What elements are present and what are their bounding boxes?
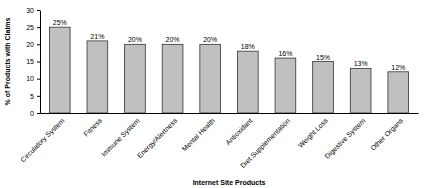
y-tick-label: 0 [30, 110, 34, 117]
x-tick: Fitness [82, 113, 103, 138]
x-tick-label: Fitness [82, 117, 103, 138]
y-tick-mark [37, 62, 40, 63]
x-axis: Circulatory System FitnessImmune SystemEn… [19, 113, 418, 170]
bar [87, 41, 108, 113]
y-tick-mark [37, 79, 40, 80]
x-tick: Antioxidant [224, 113, 253, 146]
bar [162, 44, 183, 113]
y-tick: 25 [26, 24, 40, 31]
x-tick-label: Other Organs [369, 117, 405, 153]
x-tick-label: Circulatory System [19, 117, 66, 164]
data-label: 25% [53, 19, 67, 26]
x-axis-line [41, 113, 419, 114]
y-axis-title: % of Products with Claims [4, 17, 11, 105]
x-tick-label: Digestive System [323, 117, 367, 161]
x-tick: Other Organs [369, 113, 405, 153]
data-label: 18% [241, 43, 255, 50]
plot: 0 5 10 15 20 25 30 Circulatory System FitnessImm… [19, 7, 418, 170]
y-tick-label: 25 [26, 24, 34, 31]
data-label: 13% [354, 60, 368, 67]
data-label: 21% [90, 33, 104, 40]
y-tick-mark [37, 27, 40, 28]
x-axis-title: Internet Site Products [193, 179, 266, 186]
y-tick: 15 [26, 58, 40, 65]
y-tick: 20 [26, 41, 40, 48]
bar [49, 27, 70, 113]
data-label: 20% [166, 36, 180, 43]
x-tick: Mental Health [181, 113, 217, 152]
y-tick-mark [37, 44, 40, 45]
data-label: 16% [278, 50, 292, 57]
y-axis-line [40, 11, 41, 114]
bar [125, 44, 146, 113]
y-tick-label: 20 [26, 41, 34, 48]
x-tick-label: Diet Supplementation [239, 117, 292, 170]
x-tick-label: Antioxidant [224, 117, 253, 146]
y-tick-label: 15 [26, 58, 34, 65]
bar [388, 72, 409, 113]
y-tick-mark [37, 10, 40, 11]
bar [200, 44, 221, 113]
y-tick-mark [37, 96, 40, 97]
x-tick: Circulatory System [19, 113, 66, 164]
y-tick: 30 [26, 7, 40, 14]
data-label: 15% [316, 54, 330, 61]
x-tick-label: Immune System [100, 117, 142, 159]
chart: 0 5 10 15 20 25 30 Circulatory System FitnessImm… [0, 0, 424, 188]
y-tick-label: 5 [30, 93, 34, 100]
x-tick: Weight Loss [297, 113, 330, 150]
y-tick-label: 30 [26, 7, 34, 14]
x-tick: Diet Supplementation [239, 113, 292, 170]
y-tick: 5 [30, 93, 40, 100]
x-tick: Energy/Alertness [136, 113, 180, 160]
y-tick-label: 10 [26, 75, 34, 82]
bar [313, 62, 334, 114]
data-label: 12% [391, 64, 405, 71]
y-tick: 10 [26, 75, 40, 82]
y-axis: 0 5 10 15 20 25 30 [26, 7, 40, 117]
bar [350, 68, 371, 113]
x-tick: Immune System [100, 113, 142, 158]
x-tick-label: Mental Health [181, 117, 217, 153]
bar [237, 51, 258, 113]
bar [275, 58, 296, 113]
data-label: 20% [128, 36, 142, 43]
y-tick: 0 [30, 110, 40, 117]
x-tick: Digestive System [323, 113, 367, 161]
bars [49, 27, 408, 113]
data-label: 20% [203, 36, 217, 43]
data-labels: 25% 21% 20% 20% 20% 18% 16% 15% 13% 12% [53, 19, 406, 71]
x-tick-label: Energy/Alertness [136, 117, 180, 161]
x-tick-label: Weight Loss [297, 117, 330, 150]
y-tick-mark [37, 113, 40, 114]
